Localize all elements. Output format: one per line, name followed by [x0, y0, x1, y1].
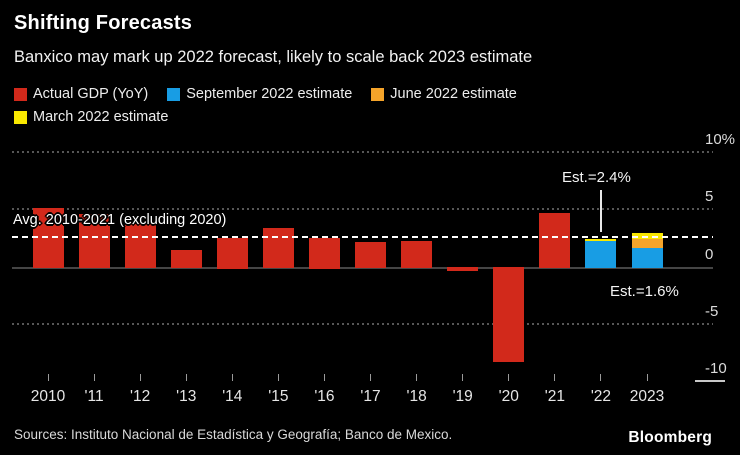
legend-item-march-2022-estimate: March 2022 estimate — [14, 109, 168, 125]
x-axis-tick-11 — [93, 374, 95, 381]
bar-2010-actual — [32, 208, 64, 269]
x-axis-label-20: '20 — [498, 388, 519, 405]
x-axis-tick-20 — [508, 374, 510, 381]
x-axis-tick-21 — [554, 374, 556, 381]
bar-13-actual — [170, 250, 202, 269]
sources-note: Sources: Instituto Nacional de Estadísti… — [14, 427, 453, 442]
x-axis-label-13: '13 — [176, 388, 197, 405]
bar-17-actual — [355, 242, 387, 269]
bar-15-actual — [262, 227, 294, 269]
x-axis-label-18: '18 — [406, 388, 427, 405]
estimate-2022-annotation: Est.=2.4% — [562, 169, 631, 186]
y-axis-label-0: 0 — [705, 245, 714, 263]
bar-18-actual — [401, 241, 433, 269]
bar-14-actual — [216, 237, 248, 269]
x-axis-tick-22 — [600, 374, 602, 381]
bloomberg-logo: Bloomberg — [628, 429, 712, 446]
gridline--5 — [12, 322, 713, 325]
x-axis-tick-2010 — [47, 374, 49, 381]
gridline-5 — [12, 208, 713, 211]
estimate-2022-pointer-line — [600, 190, 602, 232]
bar-20-actual — [493, 266, 525, 363]
x-axis-label-2023: 2023 — [629, 388, 665, 405]
legend-item-september-2022-estimate: September 2022 estimate — [167, 86, 352, 102]
y-axis-label--5: -5 — [705, 302, 719, 320]
gridline-minus10-segment — [695, 380, 725, 382]
chart-subtitle: Banxico may mark up 2022 forecast, likel… — [14, 48, 533, 66]
legend-swatch-june-2022-estimate — [371, 87, 385, 101]
x-axis-label-16: '16 — [314, 388, 335, 405]
x-axis-label-15: '15 — [268, 388, 289, 405]
x-axis-tick-2023 — [646, 374, 648, 381]
legend-swatch-march-2022-estimate — [14, 110, 27, 124]
x-axis-tick-15 — [277, 374, 279, 381]
x-axis-tick-18 — [416, 374, 418, 381]
x-axis-tick-12 — [139, 374, 141, 381]
legend-label: March 2022 estimate — [33, 109, 169, 125]
bar-21-actual — [539, 212, 571, 269]
estimate-2023-annotation: Est.=1.6% — [610, 283, 679, 300]
legend-item-actual: Actual GDP (YoY) — [14, 86, 148, 102]
legend-label: June 2022 estimate — [390, 86, 517, 102]
x-axis-tick-17 — [370, 374, 372, 381]
bar-11-actual — [78, 213, 110, 269]
x-axis-tick-19 — [462, 374, 464, 381]
x-axis-label-17: '17 — [360, 388, 381, 405]
x-axis-tick-14 — [231, 374, 233, 381]
x-axis-tick-13 — [185, 374, 187, 381]
chart-title: Shifting Forecasts — [14, 12, 193, 34]
x-axis-label-11: '11 — [84, 388, 104, 405]
y-axis-label--10: -10 — [705, 360, 727, 377]
x-axis-label-2010: 2010 — [30, 388, 66, 405]
bar-2023-september-2022-estimate — [631, 248, 663, 269]
average-line-label: Avg. 2010-2021 (excluding 2020) — [13, 212, 227, 228]
x-axis-label-19: '19 — [452, 388, 473, 405]
bar-22-september-2022-estimate — [585, 241, 617, 269]
legend-label: Actual GDP (YoY) — [33, 86, 149, 102]
bar-16-actual — [308, 237, 340, 269]
legend-item-june-2022-estimate: June 2022 estimate — [371, 86, 517, 102]
bar-12-actual — [124, 220, 156, 269]
legend-label: September 2022 estimate — [186, 86, 353, 102]
bar-19-actual — [447, 266, 479, 271]
legend: Actual GDP (YoY) September 2022 estimate J… — [14, 86, 594, 125]
legend-swatch-actual — [14, 87, 27, 101]
average-reference-line — [12, 235, 713, 238]
gridline-10 — [12, 151, 713, 153]
x-axis-label-21: '21 — [544, 388, 565, 405]
x-axis-label-22: '22 — [590, 388, 612, 405]
x-axis-tick-16 — [323, 374, 325, 381]
x-axis-label-14: '14 — [222, 388, 243, 405]
legend-swatch-september-2022-estimate — [167, 87, 181, 101]
y-axis-label-10: 10% — [705, 131, 736, 148]
y-axis-label-5: 5 — [705, 188, 714, 206]
x-axis-label-12: '12 — [130, 388, 151, 405]
